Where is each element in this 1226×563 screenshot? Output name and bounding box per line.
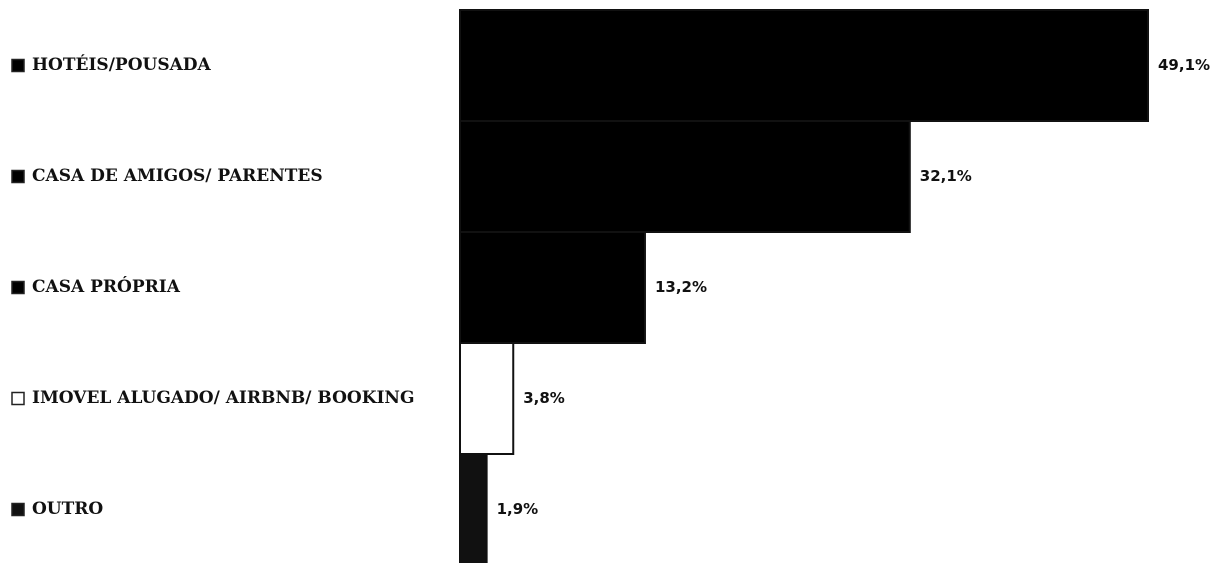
category-label: CASA DE AMIGOS/ PARENTES [32, 166, 323, 186]
legend-swatch [11, 391, 25, 406]
bar [459, 120, 911, 233]
bar [459, 9, 1149, 122]
legend-swatch [11, 280, 25, 295]
value-label: 13,2% [655, 278, 707, 296]
value-label: 49,1% [1158, 56, 1210, 74]
legend-swatch [11, 502, 25, 517]
bar [459, 453, 488, 563]
category-label: OUTRO [32, 499, 103, 519]
legend-swatch [11, 169, 25, 184]
value-label: 3,8% [523, 389, 565, 407]
value-label: 1,9% [497, 500, 539, 518]
bar [459, 231, 646, 344]
value-label: 32,1% [920, 167, 972, 185]
legend-swatch [11, 58, 25, 73]
category-label: IMOVEL ALUGADO/ AIRBNB/ BOOKING [32, 388, 414, 408]
bar [459, 342, 515, 455]
category-label: CASA PRÓPRIA [32, 276, 181, 297]
category-label: HOTÉIS/POUSADA [32, 54, 212, 75]
